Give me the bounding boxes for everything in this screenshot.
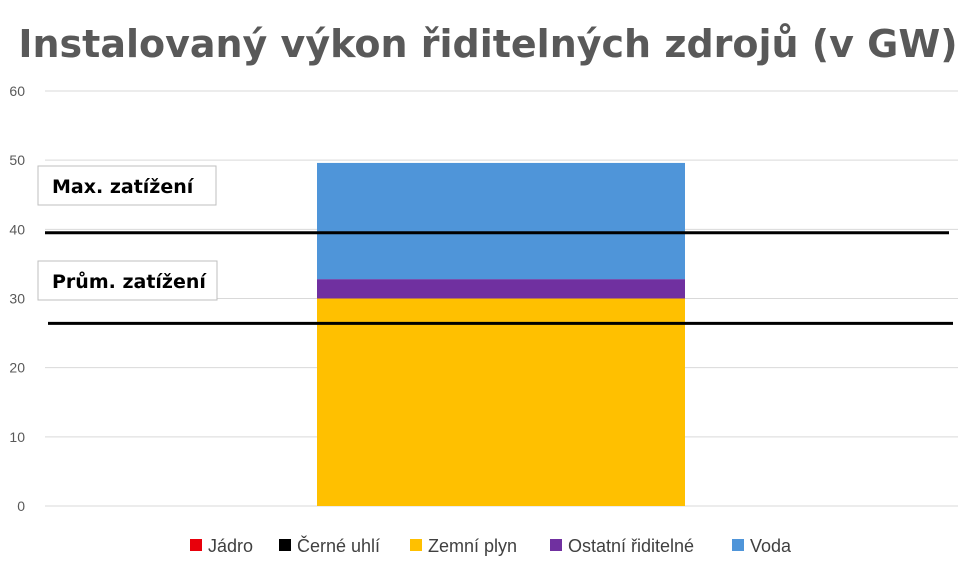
reference-label: Prům. zatížení <box>52 270 207 293</box>
legend-swatch <box>410 539 422 551</box>
y-axis: 0 10 20 30 40 50 60 <box>9 83 25 514</box>
y-tick-label: 50 <box>9 152 25 168</box>
y-tick-label: 0 <box>17 498 25 514</box>
legend-label: Zemní plyn <box>428 536 517 556</box>
reference-label: Max. zatížení <box>52 176 195 198</box>
legend-swatch <box>279 539 291 551</box>
bar-segment-3 <box>317 279 685 299</box>
legend-label: Voda <box>750 536 792 556</box>
bar-segment-2 <box>317 298 685 506</box>
y-tick-label: 20 <box>9 360 25 376</box>
y-tick-label: 60 <box>9 83 25 99</box>
bar-segment-4 <box>317 162 685 280</box>
legend-swatch <box>550 539 562 551</box>
legend-label: Ostatní řiditelné <box>568 536 694 556</box>
reference-lines: Max. zatížení Prům. zatížení <box>37 165 953 325</box>
legend-label: Černé uhlí <box>297 535 380 556</box>
reference-label-box <box>37 260 218 301</box>
chart-title: Instalovaný výkon řiditelných zdrojů (v … <box>18 22 957 66</box>
y-tick-label: 40 <box>9 221 25 237</box>
reference-label-box <box>37 165 217 206</box>
legend-swatch <box>190 539 202 551</box>
legend-label: Jádro <box>208 536 253 556</box>
y-tick-label: 10 <box>9 429 25 445</box>
stacked-bar <box>317 162 685 506</box>
y-tick-label: 30 <box>9 291 25 307</box>
legend-swatch <box>732 539 744 551</box>
legend: Jádro Černé uhlí Zemní plyn Ostatní řiditel… <box>190 535 792 556</box>
